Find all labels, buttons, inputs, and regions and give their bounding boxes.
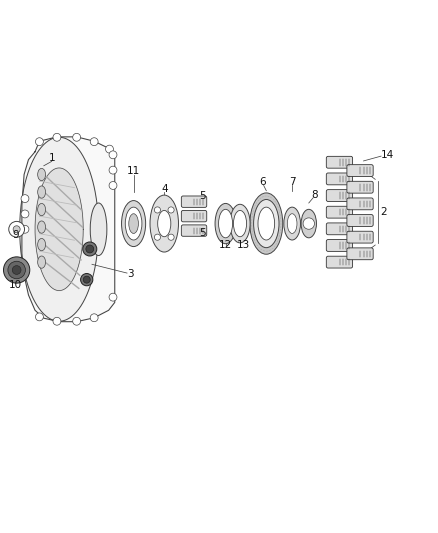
Circle shape [4,257,30,283]
Text: 14: 14 [381,150,394,160]
Circle shape [9,221,25,237]
Text: 5: 5 [199,191,206,201]
Text: 13: 13 [237,240,250,249]
Circle shape [154,234,160,240]
Ellipse shape [158,211,171,237]
Circle shape [154,207,160,213]
Ellipse shape [215,204,236,244]
Text: 8: 8 [311,190,318,200]
FancyBboxPatch shape [326,156,353,168]
Ellipse shape [38,256,46,268]
Ellipse shape [233,211,247,237]
FancyBboxPatch shape [347,248,373,260]
Circle shape [81,273,93,286]
Ellipse shape [230,204,250,243]
FancyBboxPatch shape [326,223,353,235]
Ellipse shape [150,195,179,252]
Circle shape [21,210,29,218]
Circle shape [12,265,21,274]
Circle shape [109,182,117,189]
FancyBboxPatch shape [347,198,373,210]
Text: 6: 6 [259,177,266,188]
Circle shape [303,218,314,229]
Circle shape [35,138,43,146]
FancyBboxPatch shape [326,239,353,252]
Text: 3: 3 [127,269,134,279]
FancyBboxPatch shape [326,173,353,185]
Circle shape [109,166,117,174]
Text: 7: 7 [289,177,296,188]
Polygon shape [20,138,99,321]
FancyBboxPatch shape [181,196,207,207]
FancyBboxPatch shape [347,215,373,227]
Ellipse shape [219,209,233,238]
FancyBboxPatch shape [347,181,373,193]
Ellipse shape [38,221,46,233]
Circle shape [21,225,29,233]
Circle shape [90,314,98,322]
Circle shape [13,226,20,233]
FancyBboxPatch shape [326,256,353,268]
FancyBboxPatch shape [181,211,207,222]
Text: 4: 4 [161,184,168,194]
Circle shape [53,133,61,141]
Ellipse shape [254,199,279,248]
Ellipse shape [38,238,46,251]
FancyBboxPatch shape [181,225,207,236]
Circle shape [8,261,25,279]
Text: 10: 10 [9,280,22,290]
Ellipse shape [90,203,107,255]
Circle shape [83,276,90,283]
Circle shape [109,293,117,301]
Text: 12: 12 [219,240,232,249]
Text: 9: 9 [12,230,19,239]
Ellipse shape [121,200,145,247]
FancyBboxPatch shape [326,206,353,218]
Ellipse shape [284,207,300,240]
Circle shape [86,245,94,253]
Ellipse shape [38,186,46,198]
Circle shape [53,317,61,325]
Circle shape [21,195,29,203]
Circle shape [35,313,43,321]
Circle shape [168,207,174,213]
Polygon shape [35,168,83,290]
Text: 1: 1 [48,153,55,163]
Circle shape [73,133,81,141]
FancyBboxPatch shape [326,190,353,201]
Text: 11: 11 [127,166,140,176]
Ellipse shape [38,168,46,181]
Ellipse shape [250,193,283,254]
Circle shape [83,242,97,256]
Circle shape [109,151,117,159]
Ellipse shape [301,209,316,238]
Ellipse shape [38,204,46,216]
Circle shape [168,234,174,240]
Text: 5: 5 [199,228,206,238]
FancyBboxPatch shape [347,165,373,176]
Ellipse shape [129,214,138,233]
Circle shape [90,138,98,146]
Ellipse shape [258,207,275,240]
Circle shape [73,317,81,325]
FancyBboxPatch shape [347,231,373,243]
Ellipse shape [125,207,142,240]
Text: 2: 2 [380,207,387,217]
Circle shape [106,145,113,153]
Polygon shape [22,137,115,322]
Ellipse shape [287,214,297,233]
